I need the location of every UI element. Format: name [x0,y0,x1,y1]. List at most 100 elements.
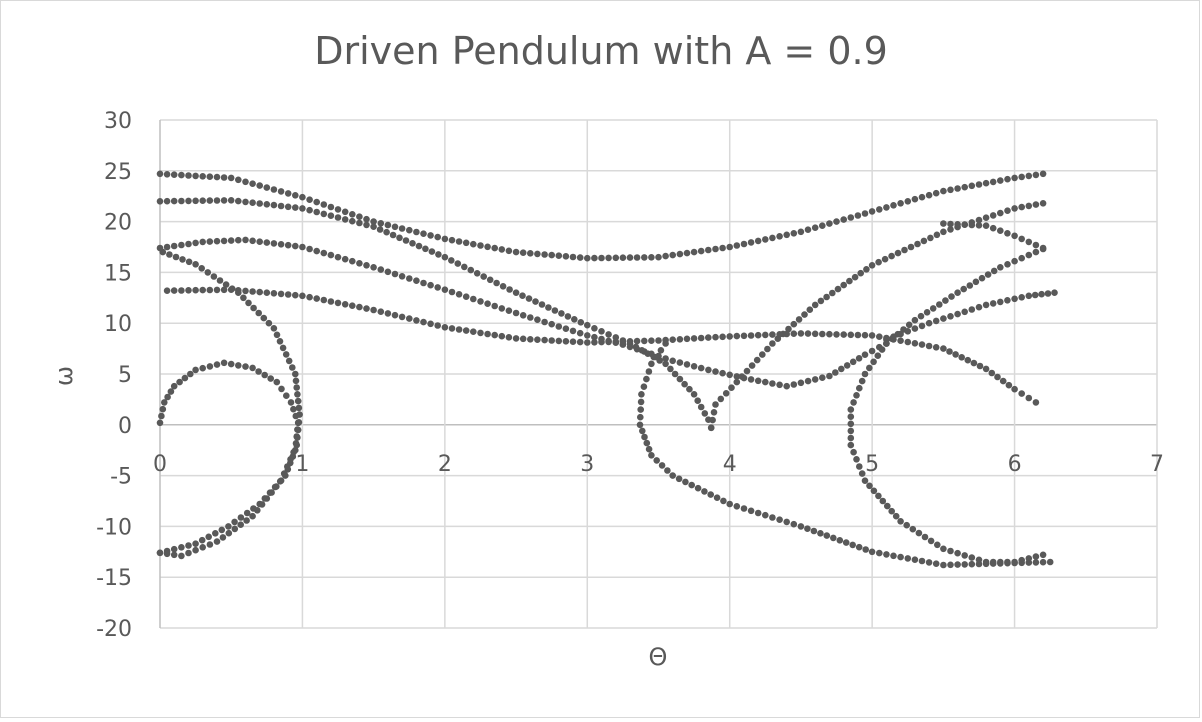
data-point [662,340,669,347]
data-point [639,427,646,435]
data-point [220,286,228,294]
data-point [705,334,712,341]
data-point [853,456,860,463]
data-point [701,410,709,417]
x-axis-label: Θ [649,643,668,671]
data-point [220,197,228,204]
data-point [804,525,811,532]
data-point [769,380,776,387]
data-point [888,507,895,515]
data-point [290,448,297,456]
data-point [1039,170,1047,178]
data-point [406,226,413,234]
data-point [1005,381,1013,389]
data-point [1004,230,1011,237]
data-point [1018,235,1025,243]
data-point [740,240,748,248]
data-point [270,186,278,193]
data-point [292,291,299,299]
data-point [170,287,178,294]
data-point [225,529,233,537]
data-point [158,412,165,420]
data-point [163,287,171,295]
data-point [505,334,513,341]
data-point [997,558,1004,566]
data-point [653,457,660,464]
data-point [904,328,912,335]
data-point [470,295,477,303]
data-point [855,543,863,551]
data-point [199,364,206,372]
data-point [176,378,183,386]
data-point [283,392,290,400]
data-point [263,184,271,191]
data-point [1051,289,1058,297]
data-point [929,305,937,312]
data-point [652,353,660,361]
data-point [927,234,934,242]
data-point [707,491,714,498]
data-point [178,544,185,551]
data-point [384,268,392,276]
data-point [455,326,463,333]
data-point [491,302,499,310]
data-point [645,368,653,375]
data-point [576,254,584,261]
data-point [163,550,171,558]
data-point [648,253,655,261]
data-point [819,330,826,338]
data-point [428,248,436,255]
data-point [712,401,719,408]
data-point [181,374,189,382]
data-point [811,301,819,309]
data-point [901,246,908,254]
data-point [156,244,164,252]
data-point [641,254,648,261]
data-point [1039,200,1047,207]
data-point [797,523,805,530]
data-point [227,360,235,368]
data-point [161,399,168,406]
data-point [682,478,689,486]
data-point [170,382,178,390]
data-point [327,212,335,219]
data-point [733,378,741,386]
data-point [643,439,651,447]
data-point [292,370,299,378]
data-point [555,323,563,330]
data-point [728,384,735,392]
data-point [838,365,845,373]
data-point [313,208,321,216]
data-point [662,360,669,368]
data-point [292,204,299,211]
data-point [997,298,1004,306]
data-points [156,170,1058,569]
data-point [455,291,463,298]
data-point [975,216,983,224]
data-point [868,332,876,339]
data-point [932,560,940,567]
data-point [569,338,577,346]
data-point [235,362,242,369]
data-point [255,368,262,375]
data-point [163,197,171,205]
data-point [982,301,990,309]
data-point [1039,551,1047,559]
data-point [968,182,976,190]
data-point [847,420,855,428]
data-point [564,313,572,320]
data-point [759,351,766,358]
data-point [548,251,555,259]
y-tick-label: 0 [118,414,132,439]
data-point [551,307,559,314]
data-point [690,335,698,342]
data-point [804,330,812,337]
data-point [406,275,413,282]
data-point [277,290,285,298]
data-point [491,331,499,339]
data-point [584,339,591,346]
data-point [341,255,349,263]
data-point [861,370,869,378]
data-point [664,467,671,474]
data-point [470,240,477,248]
